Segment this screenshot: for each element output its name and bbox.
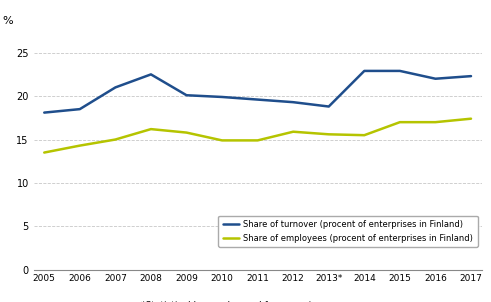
Share of turnover (procent of enterprises in Finland) — [255, 98, 261, 101]
Share of turnover (procent of enterprises in Finland) — [184, 93, 190, 97]
Share of employees (procent of enterprises in Finland) — [397, 120, 403, 124]
Share of employees (procent of enterprises in Finland) — [255, 139, 261, 142]
Share of turnover (procent of enterprises in Finland) — [290, 100, 296, 104]
Share of turnover (procent of enterprises in Finland) — [433, 77, 438, 81]
Share of employees (procent of enterprises in Finland) — [41, 151, 47, 154]
Share of turnover (procent of enterprises in Finland) — [326, 105, 332, 108]
Share of turnover (procent of enterprises in Finland) — [468, 74, 474, 78]
Share of turnover (procent of enterprises in Finland) — [41, 111, 47, 114]
Share of employees (procent of enterprises in Finland) — [148, 127, 154, 131]
Share of turnover (procent of enterprises in Finland) — [397, 69, 403, 73]
Share of employees (procent of enterprises in Finland) — [77, 144, 83, 147]
Share of turnover (procent of enterprises in Finland) — [112, 85, 118, 89]
Share of employees (procent of enterprises in Finland) — [112, 138, 118, 141]
Text: *Statistical bases changed from previous year: *Statistical bases changed from previous… — [141, 301, 350, 302]
Share of employees (procent of enterprises in Finland) — [361, 133, 367, 137]
Legend: Share of turnover (procent of enterprises in Finland), Share of employees (proce: Share of turnover (procent of enterprise… — [218, 216, 478, 247]
Share of employees (procent of enterprises in Finland) — [219, 139, 225, 142]
Line: Share of turnover (procent of enterprises in Finland): Share of turnover (procent of enterprise… — [44, 71, 471, 113]
Share of turnover (procent of enterprises in Finland) — [361, 69, 367, 73]
Share of turnover (procent of enterprises in Finland) — [219, 95, 225, 99]
Text: %: % — [2, 16, 13, 26]
Share of turnover (procent of enterprises in Finland) — [77, 107, 83, 111]
Share of turnover (procent of enterprises in Finland) — [148, 72, 154, 76]
Share of employees (procent of enterprises in Finland) — [326, 133, 332, 136]
Share of employees (procent of enterprises in Finland) — [433, 120, 438, 124]
Line: Share of employees (procent of enterprises in Finland): Share of employees (procent of enterpris… — [44, 119, 471, 153]
Share of employees (procent of enterprises in Finland) — [290, 130, 296, 133]
Share of employees (procent of enterprises in Finland) — [184, 131, 190, 134]
Share of employees (procent of enterprises in Finland) — [468, 117, 474, 120]
